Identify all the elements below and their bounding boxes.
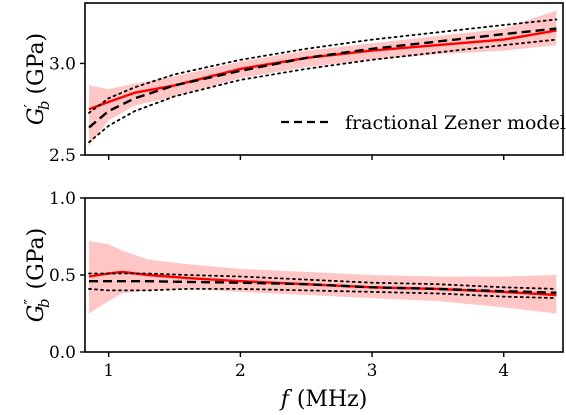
bottom-band-area [88,241,557,314]
bottom-ytick-label: 0.5 [49,266,76,286]
top-ticks: 2.5 3.0 [49,54,505,166]
top-series-lines [88,18,558,144]
bottom-xtick-label: 4 [498,361,509,381]
top-y-prime: ′ [21,104,39,108]
top-y-axis-label: G′b (GPa) [21,33,53,125]
legend-label: fractional Zener model [345,112,566,134]
panel-storage-modulus: 2.5 3.0 fractional Zener model G′b (GPa) [21,2,566,166]
top-series-model-lower-line [88,38,558,144]
bottom-ytick-label: 0.0 [49,343,76,363]
bottom-xtick-label: 3 [367,361,378,381]
legend: fractional Zener model [281,112,566,134]
bottom-y-unit: (GPa) [24,228,49,290]
top-axes-frame [84,2,564,156]
bottom-ytick-label: 1.0 [49,189,76,209]
bottom-series-lines [88,270,558,299]
top-series-model-fit-line [88,27,557,129]
bottom-y-prime: ″ [21,299,39,305]
bottom-series-model-fit-line [89,280,557,294]
bottom-series-model-lower-line [88,288,558,299]
top-y-sub: b [35,101,53,111]
top-ytick-label: 3.0 [49,54,76,74]
x-symbol: f [279,387,293,412]
top-series-model-upper-line [88,18,558,114]
x-axis-label: f (MHz) [279,387,368,412]
top-y-unit: (GPa) [24,33,49,95]
bottom-xtick-label: 1 [103,361,114,381]
bottom-y-axis-label: G″b (GPa) [21,228,53,322]
bottom-y-sub: b [35,298,53,308]
bottom-series-model-upper-line [88,272,558,290]
top-y-symbol: G [24,108,49,126]
bottom-ticks: 0.0 0.5 1.0 1 2 3 4 [49,189,509,381]
bottom-confidence-band [88,241,557,314]
bottom-xtick-label: 2 [235,361,246,381]
panel-loss-modulus: 0.0 0.5 1.0 1 2 3 4 G″b (GPa) f (MHz) [21,189,564,412]
x-unit: (MHz) [297,387,367,412]
top-ytick-label: 2.5 [49,146,76,166]
bottom-y-symbol: G [24,305,49,323]
